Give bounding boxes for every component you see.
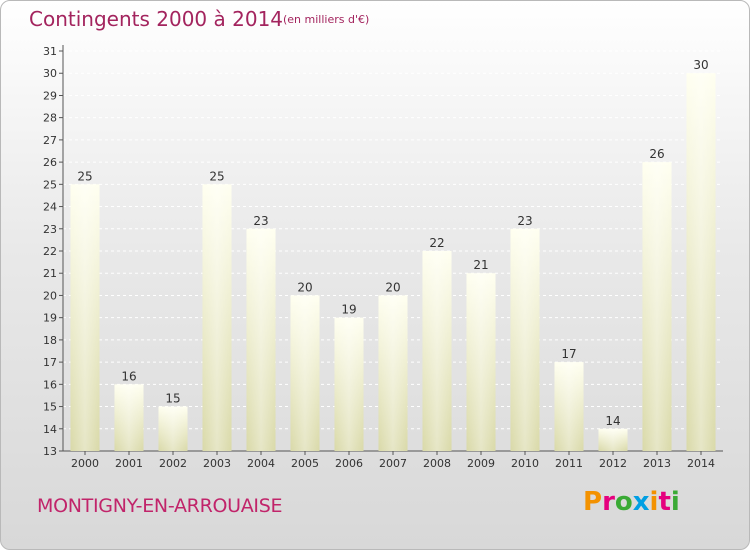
y-tick-label: 21 xyxy=(43,267,57,280)
bar-shine xyxy=(642,162,672,451)
y-tick-label: 13 xyxy=(43,445,57,458)
y-tick-label: 29 xyxy=(43,89,57,102)
bar-shine xyxy=(422,251,452,451)
bar-value-label: 23 xyxy=(253,214,268,228)
y-tick-label: 26 xyxy=(43,156,57,169)
y-tick-label: 19 xyxy=(43,312,57,325)
bar-value-label: 19 xyxy=(341,303,356,317)
bar-value-label: 20 xyxy=(385,280,400,294)
y-tick-label: 28 xyxy=(43,112,57,125)
x-tick-label: 2010 xyxy=(511,457,539,470)
x-tick-label: 2004 xyxy=(247,457,275,470)
bar-shine xyxy=(114,384,144,451)
bar-value-label: 23 xyxy=(517,214,532,228)
x-tick-label: 2012 xyxy=(599,457,627,470)
bar-value-label: 25 xyxy=(77,169,92,183)
bar-shine xyxy=(202,184,232,452)
logo-letter: r xyxy=(602,487,615,517)
bar-value-label: 30 xyxy=(693,58,708,72)
y-tick-label: 17 xyxy=(43,356,57,369)
bar-value-label: 21 xyxy=(473,258,488,272)
x-tick-label: 2002 xyxy=(159,457,187,470)
bar-value-label: 25 xyxy=(209,169,224,183)
y-tick-label: 20 xyxy=(43,289,57,302)
bar-shine xyxy=(554,362,584,451)
bar-value-label: 20 xyxy=(297,280,312,294)
bar-shine xyxy=(466,273,496,451)
bar-value-label: 15 xyxy=(165,392,180,406)
y-tick-label: 24 xyxy=(43,201,57,214)
x-tick-label: 2014 xyxy=(687,457,715,470)
x-tick-label: 2008 xyxy=(423,457,451,470)
x-tick-label: 2009 xyxy=(467,457,495,470)
logo-letter: t xyxy=(658,487,671,517)
bar-value-label: 16 xyxy=(121,369,136,383)
logo-letter: i xyxy=(649,487,659,517)
bar-value-label: 14 xyxy=(605,414,620,428)
y-tick-label: 14 xyxy=(43,423,57,436)
x-tick-label: 2013 xyxy=(643,457,671,470)
y-tick-label: 31 xyxy=(43,45,57,58)
y-tick-label: 22 xyxy=(43,245,57,258)
bar-value-label: 22 xyxy=(429,236,444,250)
x-tick-label: 2006 xyxy=(335,457,363,470)
y-tick-label: 30 xyxy=(43,67,57,80)
place-name: MONTIGNY-EN-ARROUAISE xyxy=(37,495,283,517)
logo-letter: i xyxy=(670,487,680,517)
bar-shine xyxy=(246,228,276,451)
bar-shine xyxy=(334,317,364,451)
x-tick-label: 2000 xyxy=(71,457,99,470)
bar-value-label: 26 xyxy=(649,147,664,161)
y-tick-label: 15 xyxy=(43,401,57,414)
bar-shine xyxy=(158,406,188,451)
proxiti-logo[interactable]: Proxiti xyxy=(583,487,680,517)
logo-letter: x xyxy=(632,487,650,517)
x-tick-label: 2011 xyxy=(555,457,583,470)
x-tick-label: 2001 xyxy=(115,457,143,470)
y-tick-label: 25 xyxy=(43,178,57,191)
bar-value-label: 17 xyxy=(561,347,576,361)
x-tick-label: 2007 xyxy=(379,457,407,470)
x-tick-label: 2003 xyxy=(203,457,231,470)
bar-shine xyxy=(290,295,320,451)
bar-shine xyxy=(686,73,716,451)
logo-letter: o xyxy=(614,487,633,517)
bar-shine xyxy=(510,228,540,451)
bar-shine xyxy=(598,428,628,451)
chart-title: Contingents 2000 à 2014 xyxy=(29,7,284,31)
bar-shine xyxy=(378,295,408,451)
y-tick-label: 23 xyxy=(43,223,57,236)
chart-subtitle: (en milliers d'€) xyxy=(283,13,370,26)
y-tick-label: 27 xyxy=(43,134,57,147)
y-tick-label: 16 xyxy=(43,378,57,391)
y-tick-label: 18 xyxy=(43,334,57,347)
x-tick-label: 2005 xyxy=(291,457,319,470)
bar-shine xyxy=(70,184,100,452)
logo-letter: P xyxy=(583,487,603,517)
